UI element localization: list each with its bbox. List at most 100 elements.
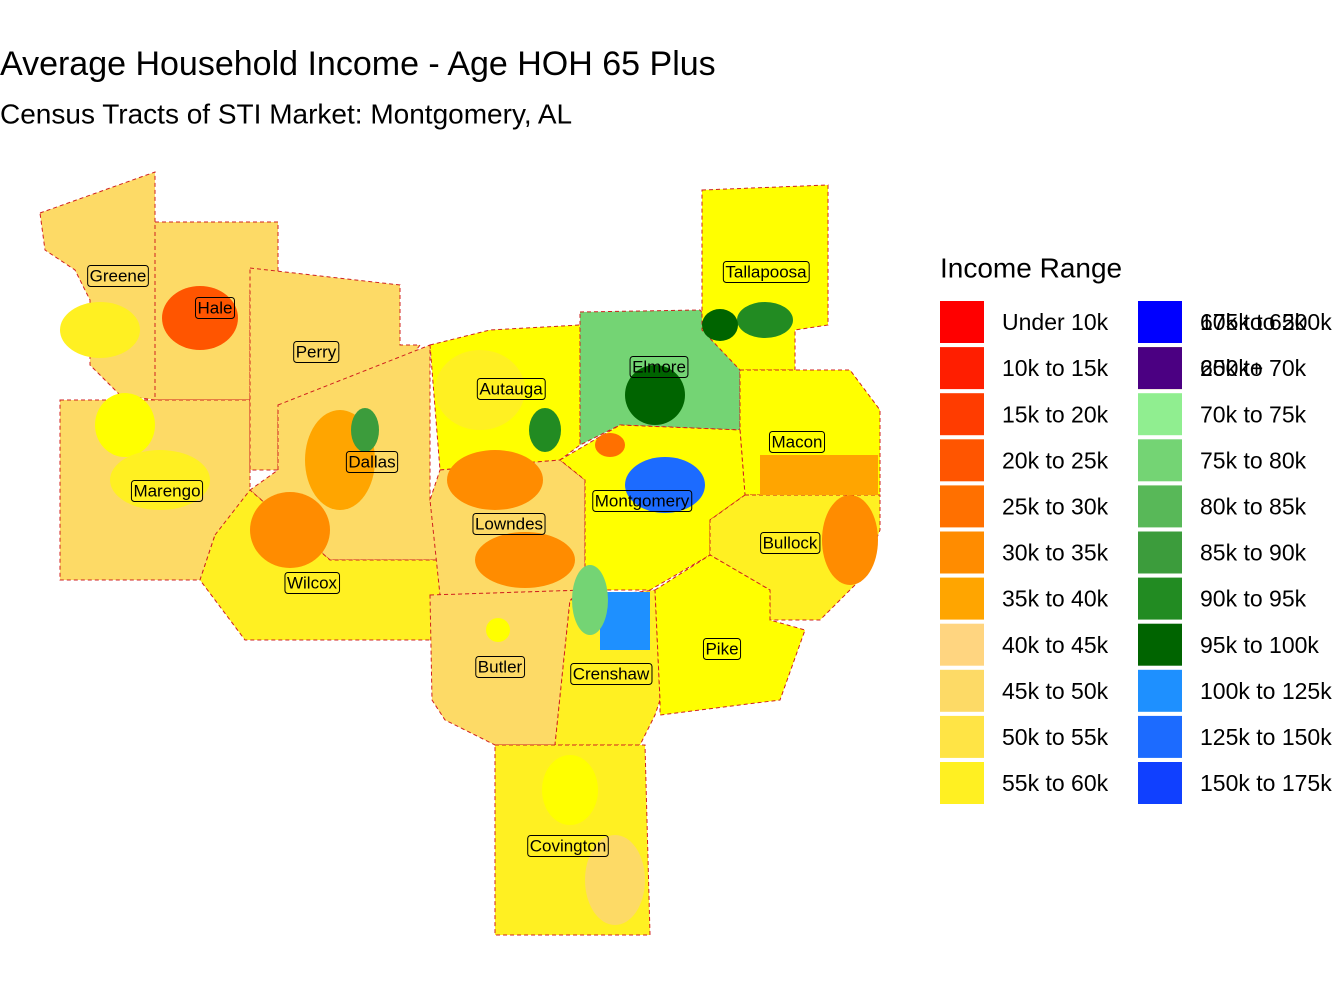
- legend-swatch: [1138, 762, 1182, 804]
- legend-label: Under 10k: [1002, 309, 1109, 335]
- legend-swatch: [940, 531, 984, 574]
- legend-swatch: [940, 669, 984, 712]
- legend-swatch: [940, 439, 984, 482]
- legend-label: 100k to 125k: [1200, 678, 1332, 704]
- legend-label: 35k to 40k: [1002, 586, 1109, 612]
- legend-label: 150k to 175k: [1200, 770, 1332, 796]
- legend-label: 60k to 65k: [1200, 309, 1307, 335]
- legend-swatch: [1138, 623, 1182, 666]
- county-label-box: [768, 430, 826, 453]
- tract-area: [822, 495, 878, 585]
- county-label-box: [87, 264, 149, 287]
- county-label-box: [527, 834, 609, 857]
- tract-area: [542, 755, 598, 825]
- county-label: Elmore: [632, 357, 686, 376]
- county-label: Hale: [198, 298, 233, 317]
- county-label-box: [472, 512, 546, 535]
- county-label: Perry: [296, 342, 337, 361]
- county-label: Greene: [90, 266, 147, 285]
- legend-label: 125k to 150k: [1200, 724, 1332, 750]
- legend: Under 10k 10k to 15k 15k to 20k 20k to 25k 2…: [940, 301, 1332, 804]
- legend-label: 70k to 75k: [1200, 401, 1307, 427]
- county-label-box: [345, 450, 399, 473]
- county-label: Butler: [478, 657, 523, 676]
- legend-label: 85k to 90k: [1200, 540, 1307, 566]
- county-label-box: [284, 571, 341, 594]
- tract-area: [572, 565, 608, 635]
- tract-area: [702, 309, 738, 341]
- tract-area: [737, 302, 793, 338]
- tract-area: [585, 835, 645, 925]
- legend-label: 80k to 85k: [1200, 493, 1307, 519]
- legend-swatch: [940, 577, 984, 620]
- county-label: Marengo: [133, 481, 200, 500]
- county-label: Lowndes: [475, 514, 543, 533]
- county-label: Montgomery: [595, 491, 690, 510]
- county-label-box: [293, 340, 340, 363]
- tract-area: [625, 365, 685, 425]
- county-label-box: [760, 531, 821, 554]
- tract-area: [595, 433, 625, 457]
- county-label-box: [702, 637, 742, 660]
- county-label: Crenshaw: [573, 664, 650, 683]
- tract-area: [529, 408, 561, 452]
- tract-area: [760, 455, 878, 495]
- county-label: Wilcox: [287, 573, 338, 592]
- legend-swatch: [940, 762, 984, 804]
- legend-label: 15k to 20k: [1002, 401, 1109, 427]
- tract-area: [95, 393, 155, 457]
- tract-area: [60, 302, 140, 358]
- county-shape: [429, 589, 587, 746]
- legend-label: 55k to 60k: [1002, 770, 1109, 796]
- county-label: Autauga: [479, 379, 543, 398]
- county-label-box: [592, 489, 693, 512]
- legend-swatch: [940, 347, 984, 390]
- county-map: [39, 171, 881, 936]
- legend-swatch: [1138, 347, 1182, 390]
- county-shape: [249, 267, 421, 471]
- legend-label: 90k to 95k: [1200, 586, 1307, 612]
- legend-swatch: [940, 623, 984, 666]
- legend-swatch: [1138, 485, 1182, 528]
- county-label: Pike: [705, 639, 738, 658]
- legend-swatch: [940, 301, 984, 343]
- county-label: Dallas: [348, 452, 395, 471]
- tract-area: [447, 450, 543, 510]
- county-label-box: [629, 355, 689, 378]
- county-label-box: [195, 296, 235, 319]
- county-label-box: [475, 655, 526, 678]
- legend-swatch: [1138, 393, 1182, 436]
- tract-area: [435, 350, 525, 430]
- county-labels: Greene Hale Perry Marengo Dallas Wilcox Autaug…: [87, 260, 826, 857]
- tract-area: [351, 408, 379, 452]
- county-label-box: [570, 662, 653, 685]
- legend-swatch: [1138, 531, 1182, 574]
- tract-area: [486, 618, 510, 642]
- legend-label: 65k to 70k: [1200, 355, 1307, 381]
- county-label: Bullock: [763, 533, 818, 552]
- legend-swatch: [1138, 439, 1182, 482]
- legend-swatch: [940, 393, 984, 436]
- county-label: Macon: [771, 432, 822, 451]
- legend-label: 20k to 25k: [1002, 447, 1109, 473]
- legend-label: 50k to 55k: [1002, 724, 1109, 750]
- legend-label: 95k to 100k: [1200, 632, 1319, 658]
- map-title: Average Household Income - Age HOH 65 Pl…: [0, 45, 716, 83]
- county-shape: [654, 554, 806, 716]
- legend-label: 30k to 35k: [1002, 540, 1109, 566]
- legend-swatch: [1138, 669, 1182, 712]
- legend-title: Income Range: [940, 252, 1122, 283]
- legend-label: 40k to 45k: [1002, 632, 1109, 658]
- county-label: Tallapoosa: [725, 262, 807, 281]
- county-label-box: [130, 479, 204, 502]
- legend-label: 25k to 30k: [1002, 493, 1109, 519]
- legend-swatch: [1138, 301, 1182, 343]
- tract-area: [600, 592, 650, 650]
- legend-swatch: [1138, 577, 1182, 620]
- legend-label: 75k to 80k: [1200, 447, 1307, 473]
- legend-label: 200k+: [1200, 355, 1263, 381]
- legend-label: 175k to 200k: [1200, 309, 1332, 335]
- map-subtitle: Census Tracts of STI Market: Montgomery,…: [0, 98, 572, 129]
- tract-area: [250, 492, 330, 568]
- legend-label: 45k to 50k: [1002, 678, 1109, 704]
